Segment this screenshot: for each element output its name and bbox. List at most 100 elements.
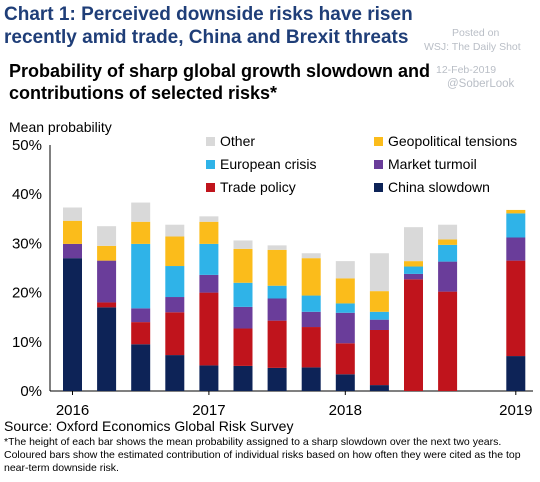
bar-segment-trade-policy (404, 279, 423, 391)
bar-segment-trade-policy (369, 329, 389, 386)
bar-segment-china-slowdown (335, 374, 355, 391)
bar-segment-other (63, 207, 82, 221)
bar-segment-geopolitical-tensions (233, 248, 253, 283)
bar-segment-market-turmoil (131, 308, 151, 323)
bar-segment-geopolitical-tensions (506, 209, 526, 214)
legend-swatch (374, 183, 383, 192)
bar-segment-china-slowdown (506, 356, 526, 391)
bar-segment-other (233, 240, 253, 249)
bar-segment-geopolitical-tensions (267, 249, 287, 286)
legend-swatch (374, 160, 383, 169)
y-tick-label: 40% (12, 186, 42, 203)
bar-segment-market-turmoil (506, 237, 526, 261)
bar-segment-china-slowdown (233, 365, 253, 391)
bar-segment-trade-policy (267, 320, 287, 368)
bar-segment-china-slowdown (165, 355, 185, 391)
bar-segment-trade-policy (165, 312, 185, 356)
bar-segment-european-crisis (233, 282, 253, 307)
bar-segment-other (438, 224, 458, 240)
bar-segment-geopolitical-tensions (438, 239, 458, 245)
bar-segment-other (404, 227, 423, 262)
x-tick-label: 2018 (329, 402, 362, 419)
bar-segment-european-crisis (267, 285, 287, 299)
bar-segment-market-turmoil (97, 260, 117, 303)
bar-segment-china-slowdown (199, 365, 219, 391)
bar-segment-china-slowdown (131, 344, 151, 391)
bar-segment-trade-policy (438, 291, 458, 391)
chart-header-title: Chart 1: Perceived downside risks have r… (4, 4, 413, 48)
bar-segment-european-crisis (199, 243, 219, 275)
bar-segment-other (301, 253, 321, 259)
bar-segment-market-turmoil (301, 311, 321, 328)
bar-segment-market-turmoil (404, 273, 423, 280)
legend-swatch (206, 183, 215, 192)
bar-segment-geopolitical-tensions (301, 258, 321, 296)
bar-segment-market-turmoil (63, 243, 82, 259)
bar-segment-geopolitical-tensions (404, 261, 423, 267)
bar-segment-trade-policy (506, 260, 526, 357)
bar-segment-other (131, 202, 151, 222)
y-tick-label: 50% (12, 137, 42, 154)
y-tick-label: 30% (12, 235, 42, 252)
bar-segment-european-crisis (301, 295, 321, 312)
legend-swatch (374, 137, 383, 146)
bar-segment-market-turmoil (369, 319, 389, 330)
bar-segment-trade-policy (131, 322, 151, 345)
bar-segment-geopolitical-tensions (63, 220, 82, 244)
legend-label: China slowdown (388, 179, 490, 195)
bar-segment-china-slowdown (97, 307, 117, 391)
x-tick-label: 2019 (499, 402, 532, 419)
stacked-bar-chart: 0% 10% 20% 30% 40% 50% 2016 2017 2018 2019 Other Ge… (12, 133, 533, 419)
x-tick-label: 2016 (56, 402, 89, 419)
bar-segment-european-crisis (165, 266, 185, 298)
legend-label: Market turmoil (388, 156, 477, 172)
bar-segment-trade-policy (199, 292, 219, 366)
bar-segment-other (199, 216, 219, 222)
bar-segment-european-crisis (335, 303, 355, 313)
footnote: *The height of each bar shows the mean p… (4, 436, 521, 474)
bar-segment-china-slowdown (301, 367, 321, 391)
watermark-posted-on: Posted on (452, 27, 500, 39)
bar-segment-china-slowdown (267, 367, 287, 391)
y-tick-label: 0% (20, 383, 42, 400)
bar-segment-geopolitical-tensions (131, 221, 151, 244)
x-tick-label: 2017 (192, 402, 225, 419)
y-tick-label: 10% (12, 334, 42, 351)
bar-segment-other (369, 253, 389, 292)
bar-segment-market-turmoil (233, 306, 253, 329)
legend-label: Trade policy (220, 179, 296, 195)
bar-segment-european-crisis (131, 243, 151, 309)
watermark-date: 12-Feb-2019 (436, 64, 497, 76)
bar-segment-market-turmoil (199, 274, 219, 293)
y-axis-label: Mean probability (9, 119, 112, 135)
bar-segment-market-turmoil (267, 298, 287, 321)
bar-segment-market-turmoil (335, 312, 355, 344)
bar-segment-other (267, 245, 287, 250)
legend-swatch (206, 137, 215, 146)
bar-segment-trade-policy (301, 327, 321, 368)
legend-label: Geopolitical tensions (388, 133, 517, 149)
bar-segment-geopolitical-tensions (97, 245, 117, 261)
bar-segment-trade-policy (335, 343, 355, 375)
source-note: Source: Oxford Economics Global Risk Sur… (4, 418, 294, 434)
watermark-handle: @SoberLook (447, 78, 515, 90)
bar-segment-china-slowdown (63, 258, 82, 391)
bar-segment-other (335, 261, 355, 279)
bar-segment-other (97, 226, 117, 246)
bar-segment-european-crisis (369, 311, 389, 320)
bar-segment-geopolitical-tensions (335, 278, 355, 304)
bar-segment-market-turmoil (438, 261, 458, 292)
bar-segment-trade-policy (97, 302, 117, 308)
bar-segment-european-crisis (404, 266, 423, 274)
y-tick-label: 20% (12, 285, 42, 302)
bar-segment-geopolitical-tensions (369, 291, 389, 312)
bar-segment-european-crisis (438, 244, 458, 262)
legend-swatch (206, 160, 215, 169)
bar-segment-other (165, 224, 185, 237)
bar-segment-trade-policy (233, 328, 253, 366)
legend-label: European crisis (220, 156, 317, 172)
legend-label: Other (220, 133, 255, 149)
chart-title: Probability of sharp global growth slowd… (9, 61, 431, 103)
bar-segment-china-slowdown (369, 385, 389, 391)
bar-segment-market-turmoil (165, 297, 185, 313)
